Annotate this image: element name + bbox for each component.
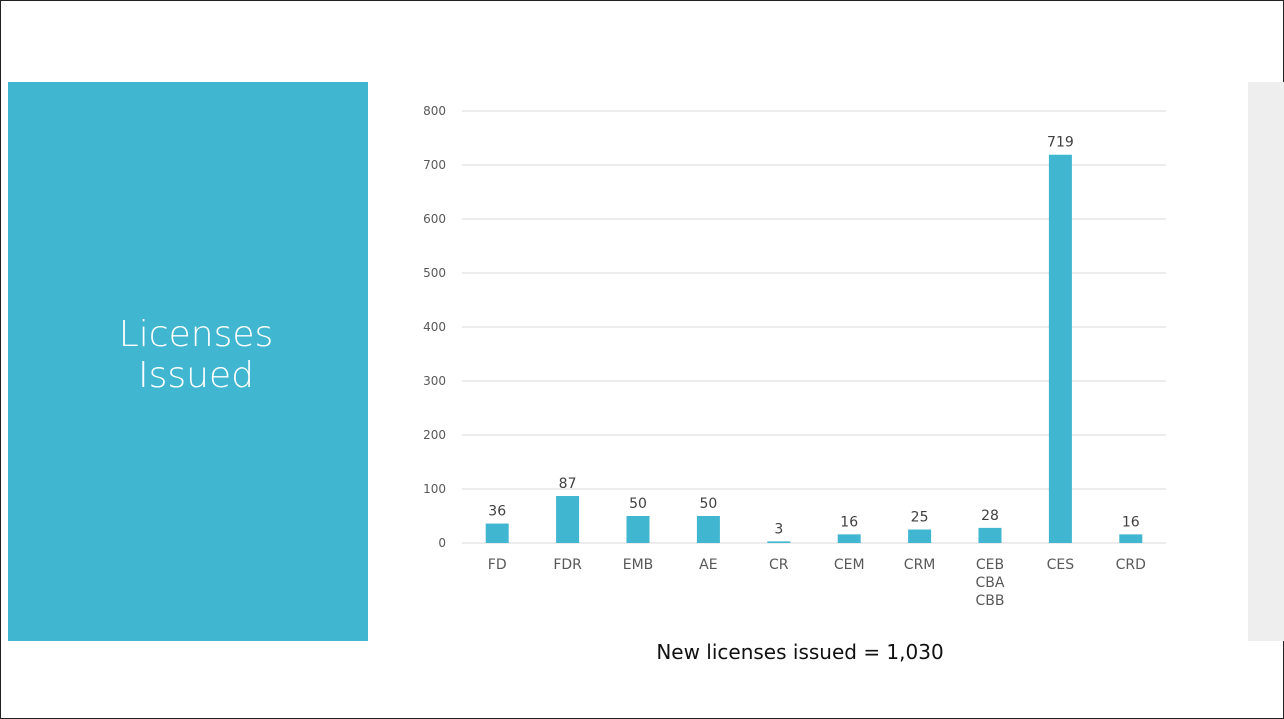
y-tick-label: 200 <box>423 428 446 442</box>
x-axis-categories: FD FDR EMB AE CR CEM CRM CEB CBA CBB CES CRD <box>488 557 1146 609</box>
y-tick-label: 800 <box>423 104 446 118</box>
x-category-label: CES <box>1047 557 1075 573</box>
bar <box>908 529 932 543</box>
data-label: 50 <box>629 496 647 512</box>
side-strip <box>1248 82 1284 641</box>
x-category-label: CRM <box>904 557 936 573</box>
x-category-label: FDR <box>553 557 582 573</box>
bar <box>767 541 791 543</box>
data-label: 16 <box>1122 514 1140 530</box>
bar <box>626 516 650 543</box>
summary-caption: New licenses issued = 1,030 <box>656 640 944 664</box>
gridlines <box>462 110 1166 544</box>
data-labels: 36 87 50 50 3 16 25 28 719 16 <box>488 135 1140 538</box>
bar <box>1048 154 1072 544</box>
data-label: 50 <box>699 496 717 512</box>
data-label: 25 <box>911 510 929 526</box>
bar <box>696 516 720 543</box>
data-label: 36 <box>488 504 506 520</box>
data-label: 719 <box>1047 135 1074 151</box>
y-tick-label: 600 <box>423 212 446 226</box>
bars <box>485 154 1143 544</box>
bar <box>485 523 509 543</box>
bar <box>978 527 1002 543</box>
data-label: 3 <box>774 521 783 537</box>
y-tick-label: 300 <box>423 374 446 388</box>
y-tick-label: 100 <box>423 482 446 496</box>
x-category-label: FD <box>488 557 507 573</box>
x-category-label: AE <box>699 557 717 573</box>
y-axis-ticks: 0 100 200 300 400 500 600 700 800 <box>423 104 446 550</box>
y-tick-label: 0 <box>438 536 446 550</box>
data-label: 28 <box>981 508 999 524</box>
y-tick-label: 400 <box>423 320 446 334</box>
x-category-label: CRD <box>1116 557 1146 573</box>
slide-title: Licenses Issued <box>118 314 274 396</box>
data-label: 87 <box>559 476 577 492</box>
x-category-label: CEB CBA CBB <box>976 557 1005 609</box>
title-panel: Licenses Issued <box>8 82 368 641</box>
bar <box>1119 534 1143 543</box>
data-label: 16 <box>840 514 858 530</box>
y-tick-label: 700 <box>423 158 446 172</box>
y-tick-label: 500 <box>423 266 446 280</box>
bar <box>837 534 861 543</box>
x-category-label: EMB <box>623 557 654 573</box>
x-category-label: CR <box>769 557 789 573</box>
bar <box>556 496 580 543</box>
x-category-label: CEM <box>834 557 865 573</box>
